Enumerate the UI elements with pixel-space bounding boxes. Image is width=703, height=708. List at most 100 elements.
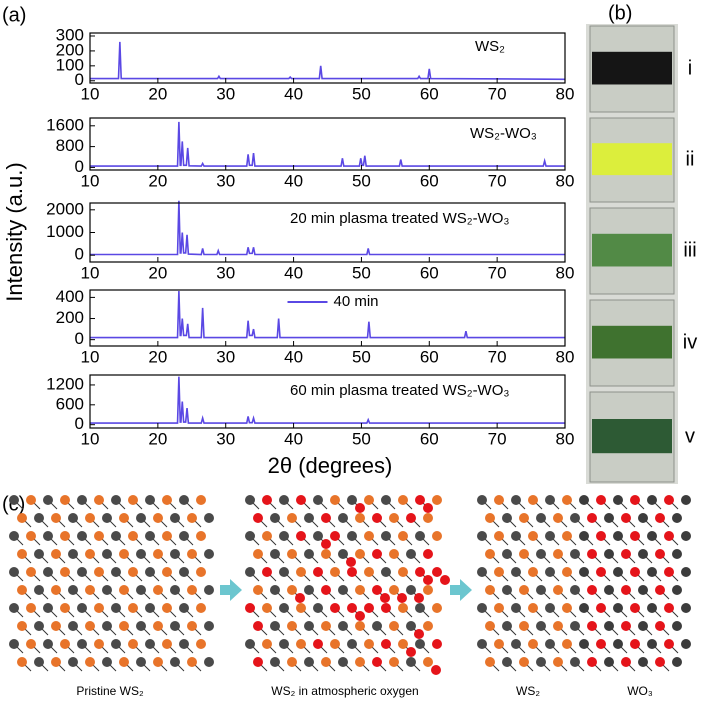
atom [664, 603, 674, 613]
atom [279, 567, 289, 577]
atom [672, 513, 682, 523]
atom [364, 495, 374, 505]
atom [187, 513, 197, 523]
atom [415, 495, 425, 505]
atom [681, 603, 691, 613]
annotation: WS₂-WO₃ [470, 125, 537, 142]
atom [68, 657, 78, 667]
atom [153, 621, 163, 631]
atom [579, 603, 589, 613]
atom [647, 603, 657, 613]
atom [296, 639, 306, 649]
atom [562, 495, 572, 505]
x-tick-label: 50 [352, 347, 371, 366]
atom [321, 513, 331, 523]
atom [170, 513, 180, 523]
atom [364, 639, 374, 649]
atom [511, 531, 521, 541]
atom [128, 603, 138, 613]
atom [415, 603, 425, 613]
atom [296, 567, 306, 577]
atom [245, 567, 255, 577]
atom [655, 621, 665, 631]
atom [321, 621, 331, 631]
atom [579, 531, 589, 541]
atom [494, 639, 504, 649]
atom [145, 567, 155, 577]
atom [262, 531, 272, 541]
photo-label: iii [683, 239, 696, 261]
atom [321, 585, 331, 595]
atom [196, 639, 206, 649]
atom [43, 603, 53, 613]
atom [43, 567, 53, 577]
film [592, 419, 672, 454]
atom [587, 657, 597, 667]
atom [398, 495, 408, 505]
atom [162, 531, 172, 541]
atom [638, 513, 648, 523]
atom [196, 531, 206, 541]
atom [545, 531, 555, 541]
atom [321, 549, 331, 559]
x-tick-label: 80 [556, 263, 575, 282]
series-line [90, 41, 566, 81]
atom [587, 549, 597, 559]
oxygen [355, 503, 365, 513]
atom [77, 495, 87, 505]
x-tick-label: 30 [216, 84, 235, 103]
series-line [90, 200, 565, 256]
atom [415, 567, 425, 577]
x-tick-label: 40 [284, 429, 303, 448]
atom [102, 513, 112, 523]
atom [672, 585, 682, 595]
atom [536, 657, 546, 667]
atom [279, 639, 289, 649]
atom [630, 531, 640, 541]
atom [553, 513, 563, 523]
atom [26, 639, 36, 649]
atom [372, 513, 382, 523]
atom [170, 585, 180, 595]
x-tick-label: 80 [556, 347, 575, 366]
x-tick-label: 50 [352, 263, 371, 282]
atom [304, 585, 314, 595]
atom [553, 585, 563, 595]
atom [381, 495, 391, 505]
atom [279, 603, 289, 613]
atom [9, 531, 19, 541]
atom [9, 603, 19, 613]
atom [330, 603, 340, 613]
y-tick-label: 600 [56, 394, 84, 413]
atom [638, 549, 648, 559]
atom [26, 567, 36, 577]
atom [553, 657, 563, 667]
atom [204, 621, 214, 631]
diagram-caption: Pristine WS₂ [76, 684, 144, 698]
atom [681, 567, 691, 577]
atom [128, 567, 138, 577]
atom [338, 513, 348, 523]
oxygen [321, 539, 331, 549]
atom [355, 549, 365, 559]
atom [389, 621, 399, 631]
atom [170, 657, 180, 667]
x-tick-label: 50 [352, 84, 371, 103]
atom [536, 513, 546, 523]
atom [502, 513, 512, 523]
atom [553, 621, 563, 631]
atom [347, 495, 357, 505]
atom [102, 621, 112, 631]
atom [630, 603, 640, 613]
atom [296, 603, 306, 613]
atom [423, 549, 433, 559]
atom [153, 513, 163, 523]
atom [672, 549, 682, 559]
atom [681, 495, 691, 505]
x-tick-label: 70 [488, 84, 507, 103]
atom [330, 639, 340, 649]
atom [432, 603, 442, 613]
atom [179, 495, 189, 505]
diagram-caption: WS₂ [516, 684, 540, 698]
